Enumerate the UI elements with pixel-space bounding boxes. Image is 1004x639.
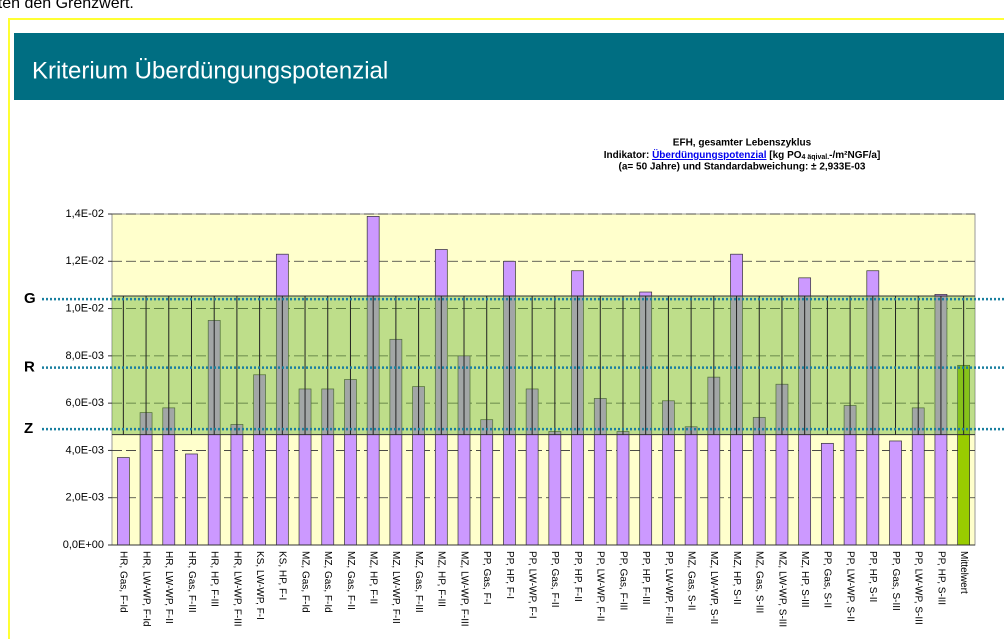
x-tick-label: PP, HP, F-II bbox=[572, 551, 583, 602]
x-tick-label: MZ, Gas, F-III bbox=[413, 551, 424, 613]
x-tick-label: MZ, LW-WP, S-II bbox=[708, 551, 719, 624]
x-tick-label: MZ, LW-WP, F-III bbox=[458, 551, 469, 627]
x-tick-label: MZ, Gas, S-III bbox=[754, 551, 765, 613]
x-tick-label: PP, Gas, S-III bbox=[890, 551, 901, 611]
y-tick-label: 6,0E-03 bbox=[65, 397, 104, 409]
x-tick-label: PP, LW-WP, S-II bbox=[844, 551, 855, 622]
subtitle-text: [kg PO bbox=[767, 150, 802, 161]
y-tick-label: 1,0E-02 bbox=[65, 302, 104, 314]
x-tick-label: MZ, HP, S-III bbox=[799, 551, 810, 608]
x-tick-label: PP, Gas, F-II bbox=[549, 551, 560, 608]
bar bbox=[889, 440, 902, 546]
x-tick-label: PP, Gas, S-II bbox=[822, 551, 833, 608]
x-tick-label: MZ, Gas, F-II bbox=[345, 551, 356, 610]
y-tick-label: 2,0E-03 bbox=[65, 492, 104, 504]
y-tick-label: 1,2E-02 bbox=[65, 255, 104, 267]
x-tick-label: MZ, LW-WP, F-II bbox=[390, 551, 401, 624]
header-title: Kriterium Überdüngungspotenzial bbox=[32, 57, 388, 84]
x-tick-label: HR, LW-WP, F-III bbox=[231, 551, 242, 627]
bar bbox=[616, 431, 630, 546]
x-tick-label: HR, HP, F-III bbox=[209, 551, 220, 607]
bar bbox=[752, 416, 766, 546]
chart-title: EFH, gesamter Lebenszyklus bbox=[673, 138, 812, 149]
bar bbox=[821, 442, 834, 546]
y-tick-label: 0,0E+00 bbox=[63, 539, 104, 551]
x-tick-label: MZ, HP, F-III bbox=[436, 551, 447, 607]
x-tick-label: HR, LW-WP, F-II bbox=[163, 551, 174, 624]
x-tick-label: MZ, Gas, F-Id bbox=[322, 551, 333, 613]
bar bbox=[684, 426, 698, 546]
reference-label: Z bbox=[24, 420, 33, 437]
x-tick-label: PP, LW-WP, F-III bbox=[663, 551, 674, 624]
x-tick-label: MZ, Gas, S-II bbox=[685, 551, 696, 610]
x-tick-label: HR, Gas, F-III bbox=[186, 551, 197, 613]
chart-subtitle: (a= 50 Jahre) und Standardabweichung: ± … bbox=[619, 162, 866, 173]
bar bbox=[480, 419, 494, 546]
x-tick-label: HR, Gas, F-Id bbox=[118, 551, 129, 613]
reference-label: R bbox=[24, 359, 35, 376]
x-tick-label: PP, LW-WP, F-II bbox=[595, 551, 606, 621]
reference-label: G bbox=[24, 290, 36, 307]
x-tick-label: PP, HP, F-I bbox=[504, 551, 515, 599]
bar bbox=[230, 424, 244, 546]
x-tick-label: PP, Gas, F-III bbox=[617, 551, 628, 610]
x-tick-label: PP, HP, S-II bbox=[867, 551, 878, 602]
top-text: reiten den Grenzwert. bbox=[0, 0, 134, 12]
y-tick-label: 4,0E-03 bbox=[65, 444, 104, 456]
x-tick-label: MZ, HP, F-II bbox=[368, 551, 379, 604]
x-tick-label: MZ, Gas, F-Id bbox=[299, 551, 310, 613]
x-tick-label: KS, LW-WP, F-I bbox=[254, 551, 265, 620]
std-band bbox=[112, 295, 975, 435]
bar bbox=[548, 431, 562, 546]
x-tick-label: MZ, HP, S-II bbox=[731, 551, 742, 605]
x-tick-label: MZ, LW-WP, S-III bbox=[776, 551, 787, 627]
x-tick-label: KS, HP, F-I bbox=[277, 551, 288, 600]
bar bbox=[117, 457, 130, 546]
x-tick-label: PP, Gas, F-I bbox=[481, 551, 492, 605]
y-tick-label: 1,4E-02 bbox=[65, 208, 104, 220]
x-tick-label: PP, LW-WP, S-III bbox=[913, 551, 924, 625]
subtitle-link[interactable]: Überdüngungspotenzial bbox=[652, 148, 767, 161]
bar bbox=[185, 453, 198, 546]
y-tick-label: 8,0E-03 bbox=[65, 350, 104, 362]
x-tick-label: HR, LW-WP, F-Id bbox=[140, 551, 151, 627]
header-bar bbox=[14, 33, 1004, 100]
chart-subtitle: Indikator: Überdüngungspotenzial [kg PO4… bbox=[604, 148, 881, 161]
subtitle-text: -/m²NGF/a] bbox=[829, 150, 880, 161]
subtitle-sub: 4 äqival. bbox=[802, 154, 830, 161]
x-tick-label: PP, HP, F-III bbox=[640, 551, 651, 605]
x-tick-label: Mittelwert bbox=[958, 551, 969, 594]
subtitle-text: Indikator: bbox=[604, 150, 652, 161]
x-tick-label: PP, LW-WP, F-I bbox=[527, 551, 538, 619]
x-tick-label: PP, HP, S-III bbox=[935, 551, 946, 605]
